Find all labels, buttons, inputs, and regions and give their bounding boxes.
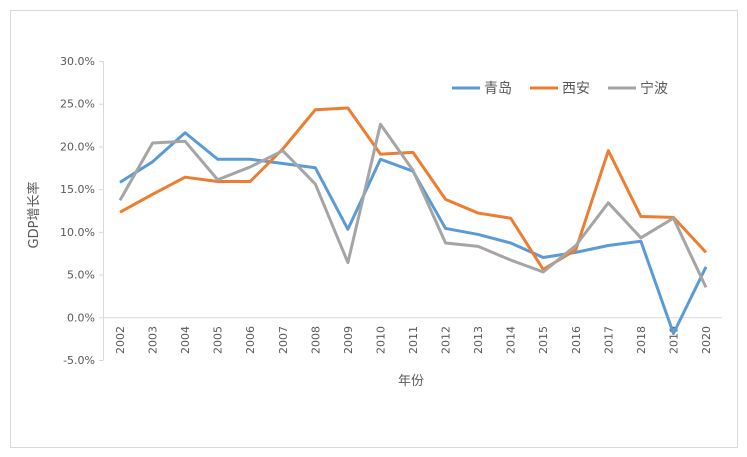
legend-label: 宁波 (640, 80, 668, 97)
x-tick-label: 2005 (212, 326, 225, 354)
x-axis-label: 年份 (398, 374, 424, 389)
x-tick-label: 2008 (309, 326, 322, 354)
y-tick-label: 25.0% (60, 98, 95, 111)
x-tick-label: 2013 (472, 326, 485, 354)
x-tick-label: 2002 (114, 326, 127, 354)
y-tick-label: 30.0% (60, 55, 95, 68)
x-tick-label: 2004 (179, 326, 192, 354)
x-tick-label: 2017 (602, 326, 615, 354)
x-tick-label: 2016 (570, 326, 583, 354)
x-tick-label: 2020 (700, 326, 713, 354)
x-tick-label: 2011 (407, 326, 420, 354)
y-tick-label: 5.0% (67, 269, 95, 282)
y-tick-label: -5.0% (63, 354, 95, 367)
y-tick-label: 20.0% (60, 140, 95, 153)
x-tick-label: 2009 (342, 326, 355, 354)
x-tick-label: 2019 (667, 326, 680, 354)
x-tick-label: 2018 (635, 326, 648, 354)
y-tick-label: 0.0% (67, 311, 95, 324)
x-tick-label: 2012 (440, 326, 453, 354)
chart-border (10, 10, 738, 448)
x-tick-label: 2003 (147, 326, 160, 354)
x-tick-label: 2007 (277, 326, 290, 354)
y-axis-label: GDP增长率 (26, 182, 42, 249)
y-tick-label: 15.0% (60, 183, 95, 196)
x-tick-label: 2010 (374, 326, 387, 354)
legend-label: 青岛 (484, 81, 512, 97)
x-tick-label: 2015 (537, 326, 550, 354)
legend-label: 西安 (562, 81, 590, 97)
x-tick-label: 2014 (505, 326, 518, 354)
y-tick-label: 10.0% (60, 226, 95, 239)
x-tick-label: 2006 (244, 326, 257, 354)
